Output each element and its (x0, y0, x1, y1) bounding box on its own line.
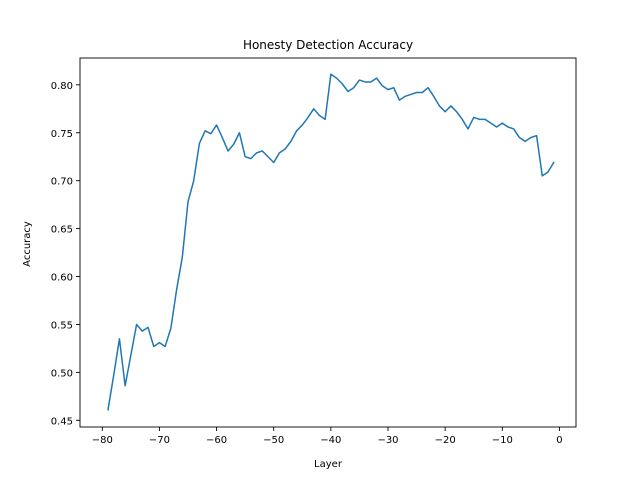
x-tick-label: −20 (435, 435, 456, 446)
y-tick-label: 0.50 (51, 368, 73, 379)
y-tick-label: 0.70 (51, 177, 73, 188)
y-axis-label: Accuracy (22, 221, 33, 267)
x-tick-label: −70 (149, 435, 170, 446)
x-tick-label: −80 (92, 435, 113, 446)
x-tick-label: −50 (263, 435, 284, 446)
x-axis-label: Layer (314, 459, 343, 470)
plot-frame (79, 57, 577, 428)
x-tick-label: −60 (206, 435, 227, 446)
x-tick-label: −30 (377, 435, 398, 446)
y-tick-label: 0.75 (51, 129, 73, 140)
series-line (107, 73, 555, 411)
plot-area: −80 −70 −60 −50 −40 −30 −20 −10 0 0.45 0.50 0.55 0.6… (51, 73, 563, 446)
x-tick-label: −10 (492, 435, 513, 446)
y-tick-label: 0.55 (51, 320, 73, 331)
y-tick-label: 0.65 (51, 225, 73, 236)
y-tick-label: 0.80 (51, 81, 73, 92)
y-tick-label: 0.60 (51, 273, 73, 284)
x-tick-label: 0 (556, 435, 562, 446)
x-tick-label: −40 (320, 435, 341, 446)
y-tick-label: 0.45 (51, 416, 73, 427)
chart-title: Honesty Detection Accuracy (243, 38, 413, 52)
